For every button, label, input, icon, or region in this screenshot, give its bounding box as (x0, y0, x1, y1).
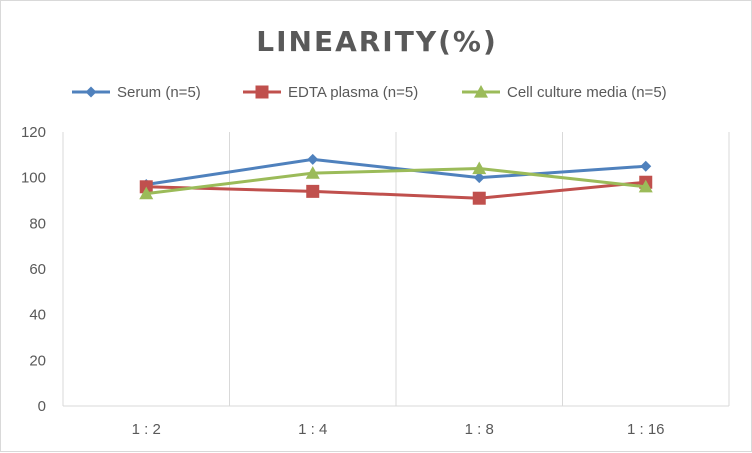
y-tick-label: 60 (29, 261, 46, 278)
legend-marker (474, 85, 488, 98)
data-point (638, 179, 653, 193)
x-tick-label: 1 : 8 (465, 421, 494, 438)
x-tick-label: 1 : 16 (627, 421, 665, 438)
y-tick-label: 80 (29, 215, 46, 232)
gridlines (62, 132, 730, 406)
series-line (146, 157, 646, 186)
y-axis: 0 20 40 60 80 100 120 (21, 124, 46, 415)
legend-marker (85, 86, 97, 98)
y-tick-label: 120 (21, 124, 46, 141)
chart-title: LINEARITY(%) (256, 25, 498, 58)
x-tick-label: 1 : 4 (298, 421, 327, 438)
series-line (146, 167, 646, 196)
series-group (139, 153, 653, 205)
y-tick-label: 20 (29, 352, 46, 369)
legend-label: Serum (n=5) (117, 84, 201, 101)
data-point (472, 191, 486, 205)
data-point (473, 172, 485, 184)
data-point (306, 184, 320, 198)
data-point (640, 160, 652, 172)
x-tick-label: 1 : 2 (132, 421, 161, 438)
series-line (146, 180, 646, 200)
legend-label: Cell culture media (n=5) (507, 84, 667, 101)
data-point (472, 161, 487, 175)
data-point (307, 153, 319, 165)
legend-label: EDTA plasma (n=5) (288, 84, 418, 101)
x-axis: 1 : 2 1 : 4 1 : 8 1 : 16 (63, 405, 729, 438)
y-tick-label: 40 (29, 307, 46, 324)
y-tick-label: 100 (21, 170, 46, 187)
legend-marker (255, 85, 269, 99)
data-point (139, 186, 154, 200)
data-point (305, 166, 320, 179)
y-tick-label: 0 (38, 398, 46, 415)
legend: Serum (n=5) EDTA plasma (n=5) Cell culture… (72, 84, 667, 101)
